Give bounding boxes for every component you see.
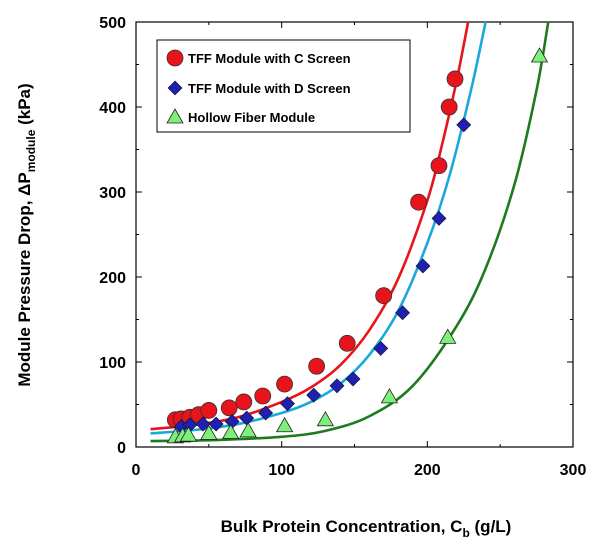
y-tick-label: 500: [99, 15, 126, 32]
y-tick-label: 300: [99, 185, 126, 202]
data-point-d-screen: [415, 258, 431, 274]
fit-line-d-screen: [150, 21, 487, 435]
data-point-c-screen: [410, 193, 427, 211]
data-point-d-screen: [306, 387, 322, 403]
x-tick-label: 100: [268, 462, 295, 479]
fit-line-c-screen: [150, 21, 470, 431]
data-point-hollow-fiber: [221, 423, 240, 439]
legend-label-hollow-fiber: Hollow Fiber Module: [188, 110, 315, 125]
legend-label-d-screen: TFF Module with D Screen: [188, 81, 351, 96]
x-tick-label: 0: [132, 462, 141, 479]
data-point-d-screen: [456, 117, 472, 133]
legend-marker-c-screen: [166, 49, 184, 67]
fit-line-hollow-fiber: [150, 21, 550, 443]
data-point-c-screen: [375, 287, 393, 305]
data-point-c-screen: [308, 357, 326, 375]
fit-lines: [150, 21, 550, 443]
y-tick-label: 200: [99, 270, 126, 287]
data-point-hollow-fiber: [380, 388, 399, 404]
data-point-c-screen: [430, 157, 448, 175]
data-markers: [166, 47, 549, 444]
x-axis-title: Bulk Protein Concentration, Cb (g/L): [221, 517, 512, 540]
data-point-d-screen: [395, 305, 410, 321]
data-point-d-screen: [280, 396, 295, 412]
data-point-hollow-fiber: [316, 410, 335, 427]
data-point-d-screen: [195, 416, 211, 432]
data-point-d-screen: [329, 378, 345, 394]
data-point-hollow-fiber: [200, 424, 218, 440]
y-axis-title: Module Pressure Drop, ΔPmodule (kPa): [15, 83, 38, 386]
data-point-d-screen: [373, 340, 389, 356]
data-point-d-screen: [208, 416, 224, 432]
y-tick-label: 100: [99, 355, 126, 372]
data-point-c-screen: [276, 375, 293, 393]
axis-ticks: 0 100 200 300 400 500 0 100 200 300: [99, 15, 586, 479]
data-point-hollow-fiber: [439, 328, 457, 344]
data-point-hollow-fiber: [239, 422, 257, 438]
legend-label-c-screen: TFF Module with C Screen: [188, 51, 351, 66]
data-point-c-screen: [254, 387, 272, 405]
legend-marker-hollow-fiber: [166, 108, 184, 124]
x-tick-label: 200: [414, 462, 441, 479]
data-point-c-screen: [220, 399, 238, 417]
data-point-d-screen: [431, 210, 447, 226]
data-point-d-screen: [258, 405, 274, 421]
legend-marker-d-screen: [167, 80, 183, 96]
data-point-c-screen: [338, 334, 356, 352]
data-point-hollow-fiber: [530, 47, 549, 63]
data-point-d-screen: [345, 371, 361, 387]
data-point-c-screen: [235, 393, 253, 411]
data-point-c-screen: [200, 402, 218, 419]
legend: TFF Module with C Screen TFF Module with…: [156, 39, 411, 133]
data-point-hollow-fiber: [275, 416, 294, 433]
data-point-hollow-fiber: [179, 426, 198, 442]
data-point-c-screen: [446, 70, 464, 88]
y-tick-label: 400: [99, 100, 126, 117]
y-tick-label: 0: [117, 440, 126, 457]
x-tick-label: 300: [560, 462, 587, 479]
legend-box: [156, 39, 411, 133]
data-point-c-screen: [440, 98, 458, 116]
